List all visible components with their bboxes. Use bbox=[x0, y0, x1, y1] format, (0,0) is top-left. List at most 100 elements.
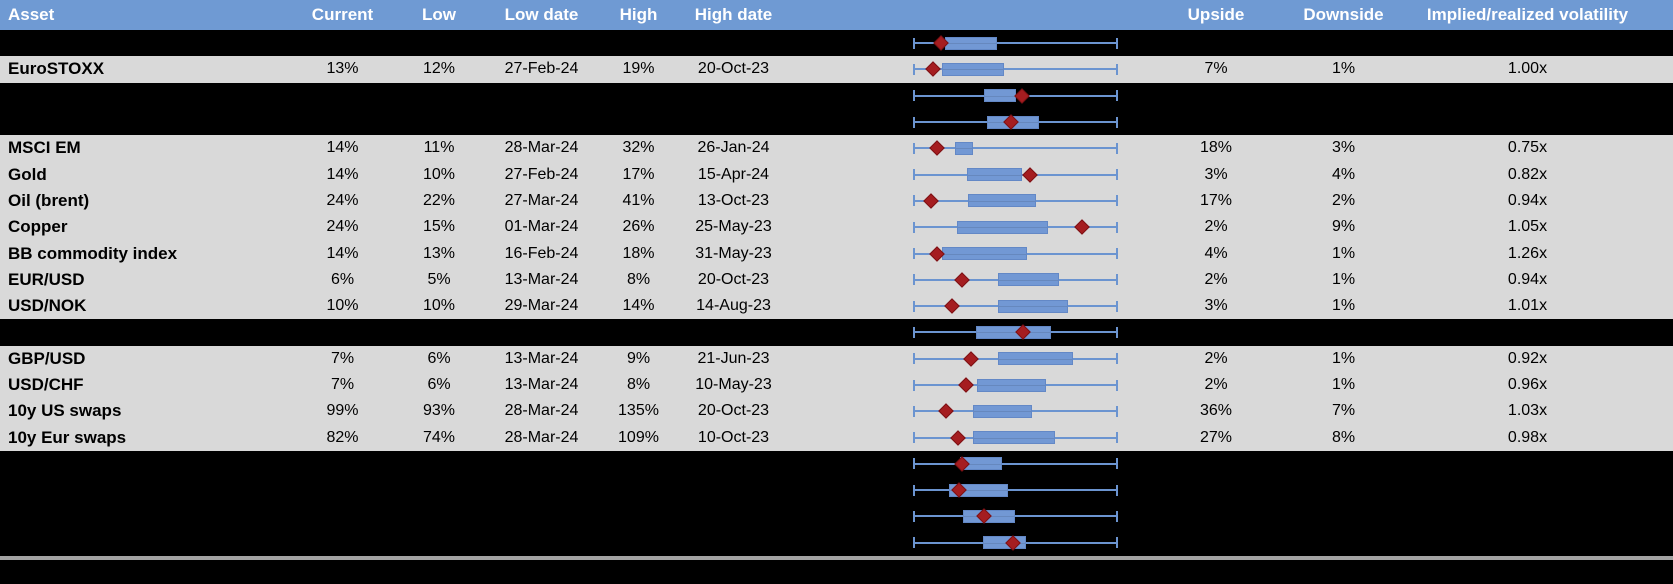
cell-high-date: 15-Apr-24 bbox=[697, 165, 770, 183]
cell-high-date: 20-Oct-23 bbox=[697, 402, 770, 420]
current-level-marker-icon bbox=[944, 298, 960, 314]
iqr-box bbox=[955, 141, 973, 155]
cell-low: 10% bbox=[422, 297, 456, 315]
cell-current: 7% bbox=[330, 376, 355, 393]
cell-vol: 1.26x bbox=[1507, 244, 1548, 262]
header-low-date: Low date bbox=[504, 5, 579, 24]
cell-vol: 1.00x bbox=[1507, 60, 1548, 78]
whisker-cap-left bbox=[913, 221, 915, 233]
cell-low: 13% bbox=[422, 244, 456, 262]
cell-downside: 4% bbox=[1331, 165, 1356, 183]
cell-upside: 2% bbox=[1204, 218, 1228, 236]
cell-asset: Oil (brent) bbox=[8, 190, 90, 210]
iqr-box bbox=[941, 247, 1027, 261]
boxplot bbox=[913, 240, 1118, 266]
cell-current: 14% bbox=[326, 139, 359, 157]
chart-spacer-row bbox=[0, 30, 1673, 57]
current-level-marker-icon bbox=[929, 140, 945, 157]
cell-downside: 7% bbox=[1331, 402, 1356, 420]
cell-low-date: 27-Feb-24 bbox=[504, 60, 579, 78]
iqr-box bbox=[967, 194, 1036, 208]
cell-upside: 17% bbox=[1199, 191, 1233, 209]
current-level-marker-icon bbox=[923, 193, 939, 209]
cell-low-date: 27-Mar-24 bbox=[504, 191, 579, 209]
iqr-box bbox=[977, 378, 1047, 392]
footer-black-band bbox=[0, 559, 1673, 584]
cell-asset: MSCI EM bbox=[8, 138, 81, 158]
cell-upside: 7% bbox=[1204, 60, 1228, 78]
cell-current: 99% bbox=[326, 402, 359, 420]
whisker-cap-right bbox=[1116, 37, 1118, 49]
header-upside: Upside bbox=[1187, 5, 1245, 24]
whisker-cap-left bbox=[913, 63, 915, 75]
cell-low: 6% bbox=[427, 349, 451, 367]
whisker-cap-left bbox=[913, 142, 915, 154]
whisker-cap-right bbox=[1116, 353, 1118, 365]
cell-high: 9% bbox=[626, 349, 651, 367]
cell-low: 6% bbox=[427, 376, 451, 393]
current-level-marker-icon bbox=[954, 272, 970, 288]
current-level-marker-icon bbox=[1014, 87, 1030, 104]
cell-upside: 18% bbox=[1199, 139, 1233, 157]
header-downside: Downside bbox=[1303, 5, 1384, 24]
cell-low-date: 13-Mar-24 bbox=[504, 349, 579, 367]
chart-spacer-row bbox=[0, 82, 1673, 109]
whisker-line bbox=[913, 462, 1118, 465]
footer-divider bbox=[0, 555, 1673, 560]
cell-high: 135% bbox=[618, 402, 659, 420]
whisker-cap-left bbox=[913, 195, 915, 207]
cell-downside: 1% bbox=[1331, 270, 1356, 288]
cell-upside: 2% bbox=[1204, 376, 1228, 393]
table-row: USD/CHF 7% 6% 13-Mar-24 8% 10-May-23 2% 1% 0.96x bbox=[0, 371, 1673, 399]
table-row: EuroSTOXX 13% 12% 27-Feb-24 19% 20-Oct-23 7% 1%… bbox=[0, 56, 1673, 83]
cell-high: 8% bbox=[626, 376, 651, 393]
whisker-cap-right bbox=[1116, 379, 1118, 391]
current-level-marker-icon bbox=[963, 350, 979, 367]
boxplot bbox=[913, 372, 1118, 398]
whisker-cap-right bbox=[1116, 116, 1118, 128]
current-level-marker-icon bbox=[925, 61, 941, 78]
table-row: 10y Eur swaps 82% 74% 28-Mar-24 109% 10-Oct-2… bbox=[0, 424, 1673, 451]
cell-current: 10% bbox=[326, 297, 359, 315]
whisker-cap-right bbox=[1116, 484, 1118, 496]
cell-vol: 1.05x bbox=[1507, 218, 1548, 236]
cell-low-date: 28-Mar-24 bbox=[504, 139, 579, 157]
whisker-cap-right bbox=[1116, 63, 1118, 75]
whisker-line bbox=[913, 515, 1118, 518]
cell-low: 10% bbox=[422, 165, 456, 183]
whisker-cap-left bbox=[913, 326, 915, 338]
cell-vol: 0.75x bbox=[1507, 139, 1548, 157]
whisker-cap-right bbox=[1116, 248, 1118, 260]
cell-high-date: 31-May-23 bbox=[695, 244, 772, 262]
whisker-cap-left bbox=[913, 379, 915, 391]
table-row: USD/NOK 10% 10% 29-Mar-24 14% 14-Aug-23 3% 1% 1.… bbox=[0, 292, 1673, 320]
boxplot bbox=[913, 346, 1118, 372]
boxplot bbox=[913, 267, 1118, 293]
whisker-line bbox=[913, 489, 1118, 492]
cell-high-date: 20-Oct-23 bbox=[697, 60, 770, 78]
cell-low: 22% bbox=[422, 191, 456, 209]
iqr-box bbox=[983, 89, 1016, 103]
cell-high-date: 26-Jan-24 bbox=[697, 139, 770, 157]
boxplot bbox=[913, 319, 1118, 345]
cell-vol: 0.82x bbox=[1507, 165, 1548, 183]
whisker-cap-left bbox=[913, 248, 915, 260]
whisker-cap-left bbox=[913, 37, 915, 49]
table-row: Gold 14% 10% 27-Feb-24 17% 15-Apr-24 3% 4% 0.82x bbox=[0, 161, 1673, 188]
whisker-cap-right bbox=[1116, 326, 1118, 338]
cell-downside: 1% bbox=[1331, 244, 1356, 262]
whisker-cap-right bbox=[1116, 405, 1118, 417]
current-level-marker-icon bbox=[950, 429, 966, 446]
cell-downside: 3% bbox=[1331, 139, 1356, 157]
cell-vol: 0.92x bbox=[1507, 349, 1548, 367]
cell-low: 12% bbox=[422, 60, 456, 78]
cell-upside: 27% bbox=[1199, 428, 1233, 446]
cell-current: 13% bbox=[326, 60, 359, 78]
cell-high: 18% bbox=[622, 244, 655, 262]
table-row: Copper 24% 15% 01-Mar-24 26% 25-May-23 2% 9% 1.0… bbox=[0, 214, 1673, 241]
chart-spacer-row bbox=[0, 319, 1673, 346]
whisker-cap-left bbox=[913, 537, 915, 549]
cell-asset: USD/CHF bbox=[8, 375, 84, 394]
whisker-cap-left bbox=[913, 432, 915, 444]
whisker-line bbox=[913, 42, 1118, 45]
